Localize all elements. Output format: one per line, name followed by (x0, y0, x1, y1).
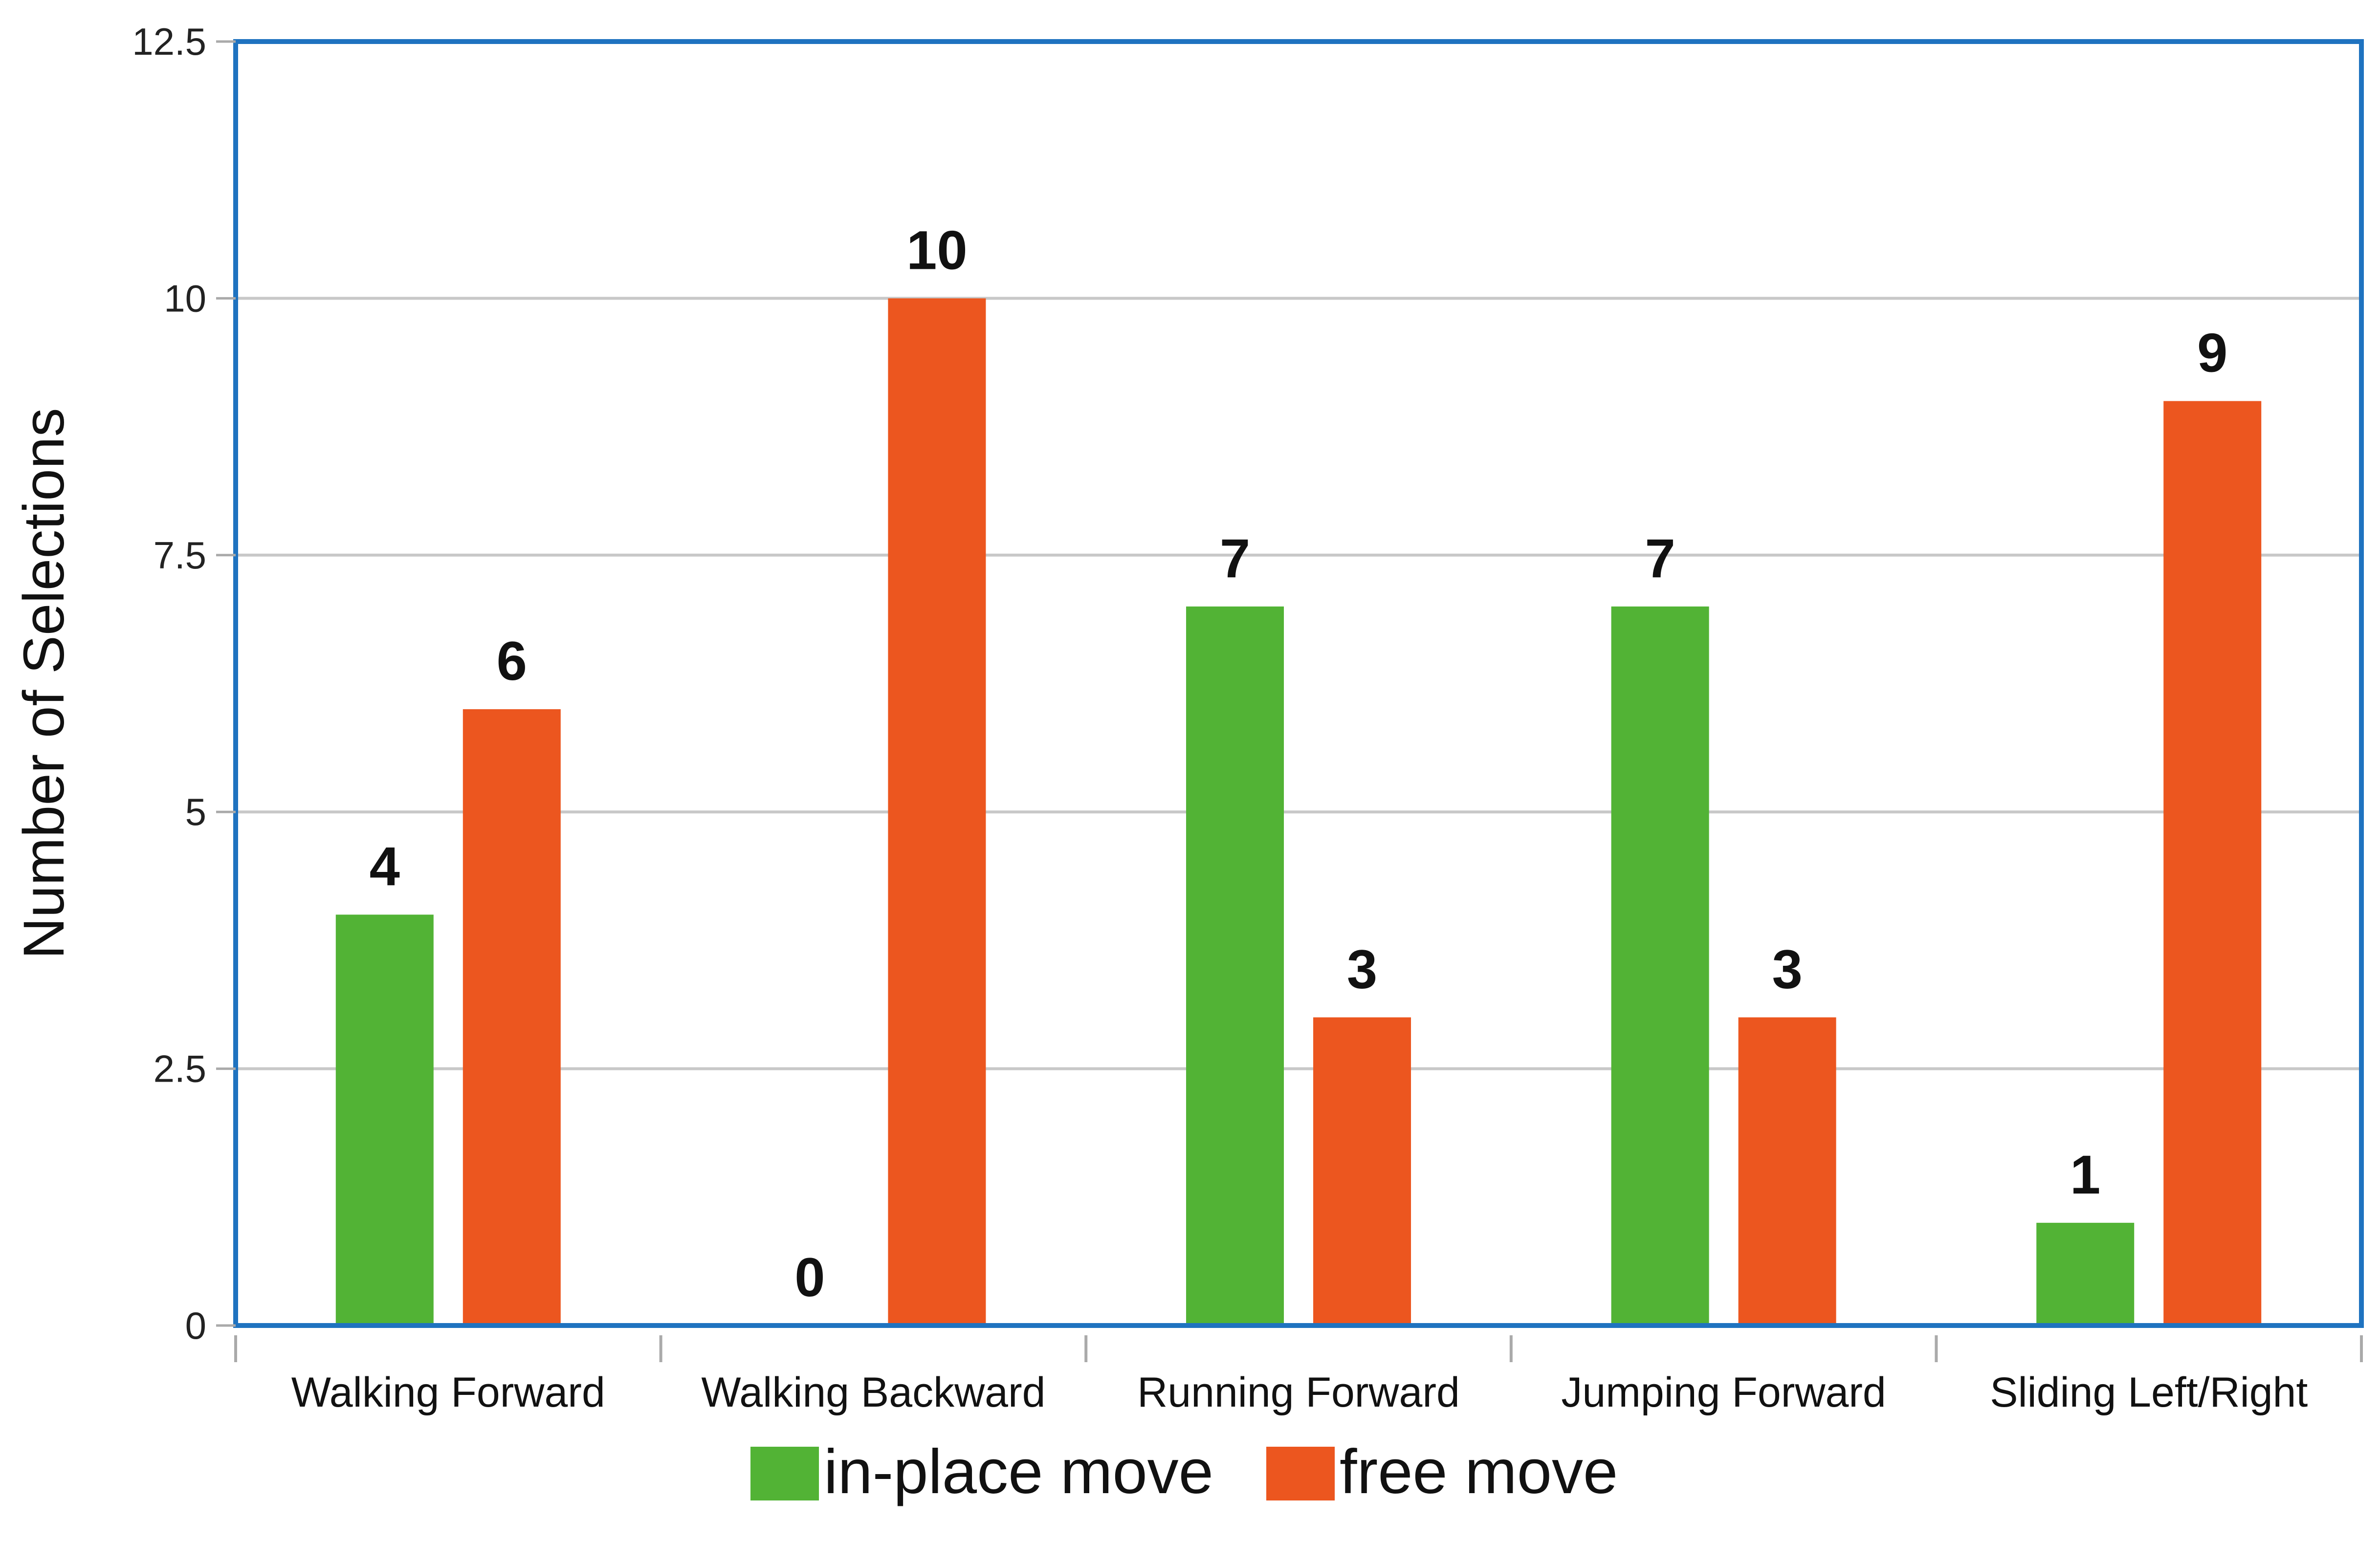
data-label: 0 (794, 1247, 825, 1308)
data-label: 9 (2197, 323, 2227, 384)
bar-in-place-move (1611, 606, 1709, 1326)
bar-free-move (463, 709, 561, 1326)
y-axis-label: Number of Selections (12, 408, 76, 959)
legend-swatch (1266, 1447, 1335, 1500)
bar-in-place-move (1186, 606, 1284, 1326)
y-tick-label: 5 (185, 790, 206, 833)
x-axis-ticks: Walking Forward Walking Backward Running F… (234, 1335, 2363, 1416)
data-label: 3 (1772, 939, 1802, 1000)
bars (335, 298, 2262, 1326)
y-axis-ticks: 0 2.5 5 7.5 10 12.5 (132, 20, 236, 1347)
y-tick-label: 12.5 (132, 20, 206, 63)
bar-free-move (1313, 1017, 1411, 1326)
legend-label: in-place move (824, 1437, 1213, 1507)
legend: in-place move free move (750, 1437, 1618, 1507)
x-category-label: Walking Backward (701, 1369, 1045, 1416)
plot-frame (233, 39, 2364, 1328)
bar-free-move (888, 298, 986, 1326)
data-label: 7 (1645, 528, 1675, 589)
legend-swatch (750, 1447, 819, 1500)
y-tick-label: 0 (185, 1304, 206, 1347)
bar-free-move (1738, 1017, 1836, 1326)
data-labels: 4 6 0 10 7 3 7 3 1 9 (370, 219, 2228, 1308)
data-label: 4 (370, 836, 400, 897)
data-label: 7 (1220, 528, 1250, 589)
x-category-label: Sliding Left/Right (1990, 1369, 2308, 1416)
data-label: 10 (906, 219, 968, 281)
bar-in-place-move (2036, 1222, 2135, 1326)
y-tick-label: 10 (164, 277, 206, 320)
bar-free-move (2163, 401, 2262, 1326)
x-category-label: Jumping Forward (1561, 1369, 1886, 1416)
legend-label: free move (1340, 1437, 1618, 1507)
data-label: 6 (497, 630, 527, 692)
gridlines (236, 297, 2361, 1070)
x-category-label: Walking Forward (291, 1369, 605, 1416)
plot-border (233, 39, 2364, 1328)
data-label: 3 (1347, 939, 1377, 1000)
y-tick-label: 2.5 (154, 1047, 206, 1090)
y-tick-label: 7.5 (154, 534, 206, 577)
x-category-label: Running Forward (1137, 1369, 1460, 1416)
data-label: 1 (2070, 1144, 2100, 1205)
bar-in-place-move (335, 914, 434, 1326)
